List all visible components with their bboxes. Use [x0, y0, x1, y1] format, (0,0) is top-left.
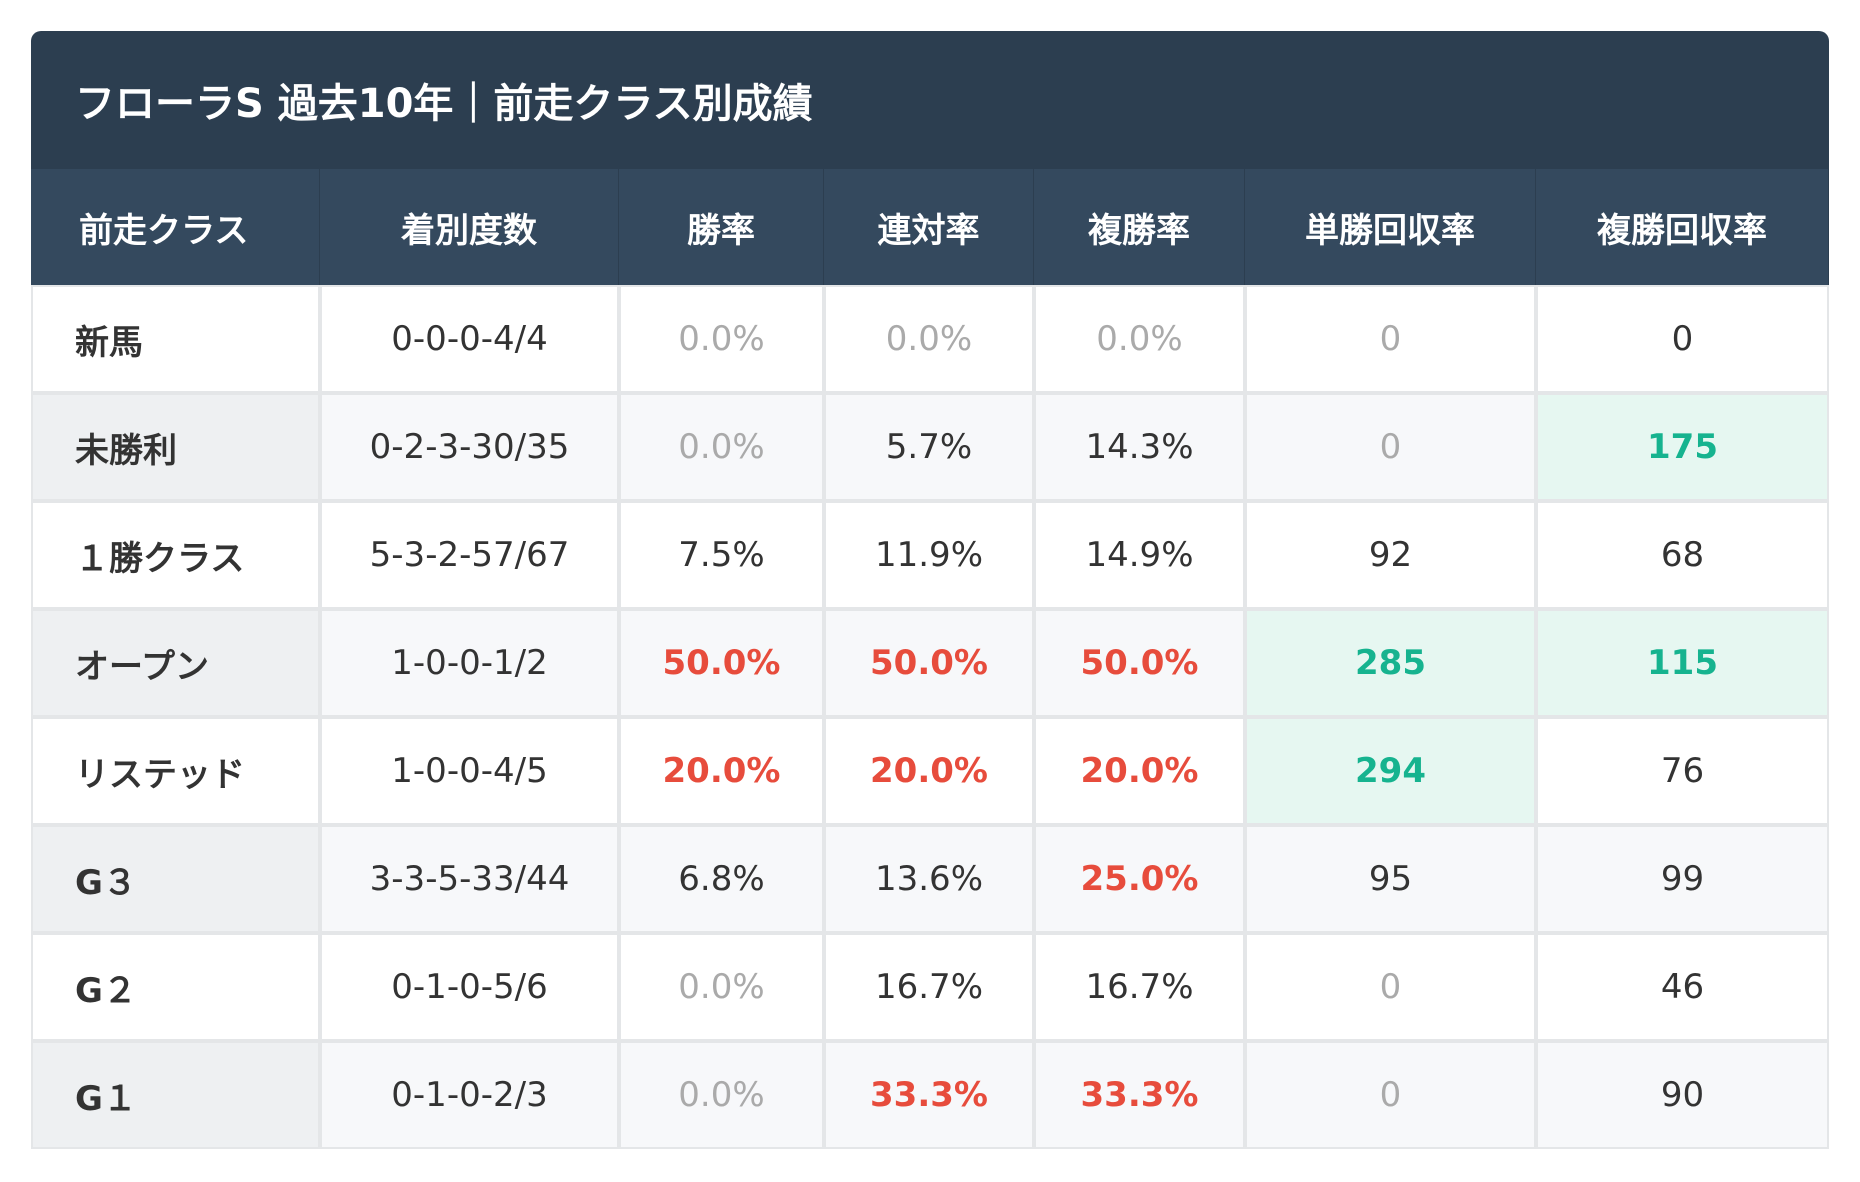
table-cell: 33.3%	[824, 1041, 1034, 1149]
table-cell: 99	[1536, 825, 1829, 933]
table-cell: 0.0%	[824, 285, 1034, 393]
table-cell: 0.0%	[619, 285, 824, 393]
row-label: １勝クラス	[31, 501, 320, 609]
table-cell: 0-1-0-5/6	[320, 933, 619, 1041]
table-cell: 0	[1245, 285, 1536, 393]
results-table: 前走クラス 着別度数 勝率 連対率 複勝率 単勝回収率 複勝回収率 新馬 0-0-0-4/4 0.…	[31, 169, 1829, 1149]
column-header: 着別度数	[320, 169, 619, 285]
table-cell: 46	[1536, 933, 1829, 1041]
table-cell: 175	[1536, 393, 1829, 501]
table-cell: 0.0%	[619, 1041, 824, 1149]
column-header: 複勝率	[1034, 169, 1245, 285]
table-cell: 115	[1536, 609, 1829, 717]
table-cell: 14.3%	[1034, 393, 1245, 501]
table-cell: 0-2-3-30/35	[320, 393, 619, 501]
table-cell: 33.3%	[1034, 1041, 1245, 1149]
table-cell: 0.0%	[1034, 285, 1245, 393]
table-cell: 68	[1536, 501, 1829, 609]
table-cell: 285	[1245, 609, 1536, 717]
table-cell: 0	[1536, 285, 1829, 393]
table-cell: 3-3-5-33/44	[320, 825, 619, 933]
table-cell: 20.0%	[824, 717, 1034, 825]
column-header: 単勝回収率	[1245, 169, 1536, 285]
table-cell: 0-0-0-4/4	[320, 285, 619, 393]
table-cell: 50.0%	[824, 609, 1034, 717]
column-header: 複勝回収率	[1536, 169, 1829, 285]
table-cell: 50.0%	[1034, 609, 1245, 717]
table-cell: 7.5%	[619, 501, 824, 609]
column-header: 勝率	[619, 169, 824, 285]
row-label: G１	[31, 1041, 320, 1149]
table-cell: 0.0%	[619, 393, 824, 501]
table-cell: 95	[1245, 825, 1536, 933]
column-header: 連対率	[824, 169, 1034, 285]
row-label: オープン	[31, 609, 320, 717]
table-cell: 20.0%	[1034, 717, 1245, 825]
row-label: 未勝利	[31, 393, 320, 501]
table-cell: 1-0-0-1/2	[320, 609, 619, 717]
table-cell: 5.7%	[824, 393, 1034, 501]
table-cell: 0.0%	[619, 933, 824, 1041]
row-label: G３	[31, 825, 320, 933]
table-cell: 13.6%	[824, 825, 1034, 933]
row-label: 新馬	[31, 285, 320, 393]
table-cell: 294	[1245, 717, 1536, 825]
table-cell: 92	[1245, 501, 1536, 609]
table-cell: 0	[1245, 933, 1536, 1041]
column-header: 前走クラス	[31, 169, 320, 285]
table-cell: 0-1-0-2/3	[320, 1041, 619, 1149]
table-cell: 14.9%	[1034, 501, 1245, 609]
row-label: G２	[31, 933, 320, 1041]
table-cell: 25.0%	[1034, 825, 1245, 933]
table-cell: 6.8%	[619, 825, 824, 933]
row-label: リステッド	[31, 717, 320, 825]
card-title: フローラS 過去10年｜前走クラス別成績	[31, 31, 1829, 169]
table-cell: 50.0%	[619, 609, 824, 717]
table-cell: 20.0%	[619, 717, 824, 825]
table-cell: 16.7%	[1034, 933, 1245, 1041]
table-cell: 1-0-0-4/5	[320, 717, 619, 825]
results-card: フローラS 過去10年｜前走クラス別成績 前走クラス 着別度数 勝率 連対率 複勝率 単勝…	[31, 31, 1829, 1149]
table-cell: 16.7%	[824, 933, 1034, 1041]
table-cell: 0	[1245, 1041, 1536, 1149]
table-cell: 76	[1536, 717, 1829, 825]
table-cell: 90	[1536, 1041, 1829, 1149]
table-cell: 0	[1245, 393, 1536, 501]
table-cell: 11.9%	[824, 501, 1034, 609]
table-cell: 5-3-2-57/67	[320, 501, 619, 609]
